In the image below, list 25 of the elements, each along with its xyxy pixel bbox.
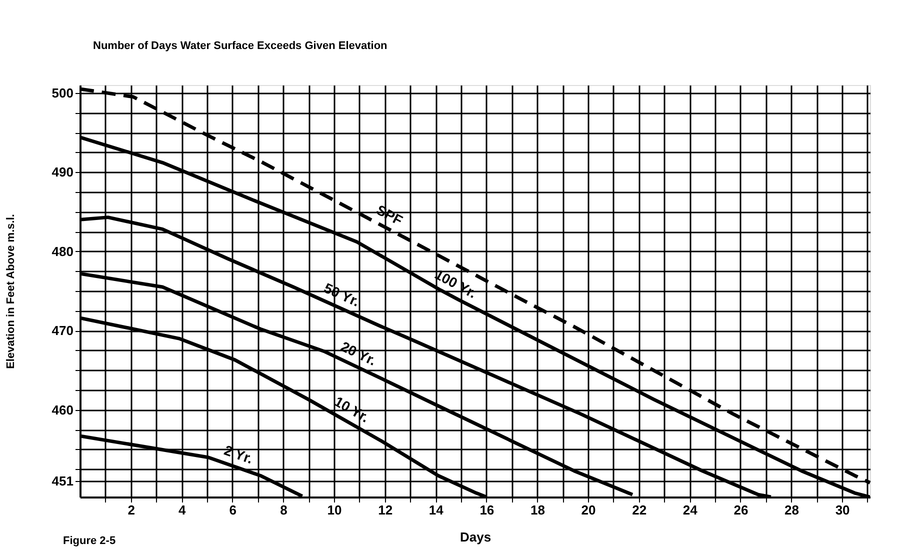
x-tick-label: 14 <box>428 502 444 518</box>
x-tick-label: 2 <box>128 502 135 518</box>
x-axis-title: Days <box>460 530 492 544</box>
x-tick-label: 6 <box>229 502 237 518</box>
x-tick-label: 8 <box>280 502 288 518</box>
x-tick-label: 24 <box>682 502 698 518</box>
y-tick-label: 460 <box>52 402 74 418</box>
caption: Figure 2-5 <box>63 535 116 547</box>
x-tick-label: 16 <box>480 502 494 518</box>
x-tick-label: 30 <box>835 502 850 518</box>
x-tick-label: 20 <box>581 502 596 518</box>
chart-title: Number of Days Water Surface Exceeds Given Elevation <box>93 40 388 52</box>
x-tick-label: 12 <box>378 502 393 518</box>
y-tick-label: 500 <box>52 85 74 100</box>
x-tick-label: 4 <box>178 502 186 518</box>
x-tick-label: 10 <box>327 502 342 518</box>
y-tick-label: 490 <box>52 164 74 180</box>
y-axis-title: Elevation in Feet Above m.s.l. <box>4 214 17 369</box>
x-tick-label: 28 <box>784 502 799 518</box>
x-tick-label: 26 <box>734 502 748 518</box>
x-tick-label: 22 <box>632 502 647 518</box>
y-tick-label: 480 <box>52 244 74 259</box>
y-tick-label: 451 <box>52 474 74 489</box>
y-tick-label: 470 <box>52 323 74 338</box>
x-tick-label: 18 <box>530 502 545 518</box>
